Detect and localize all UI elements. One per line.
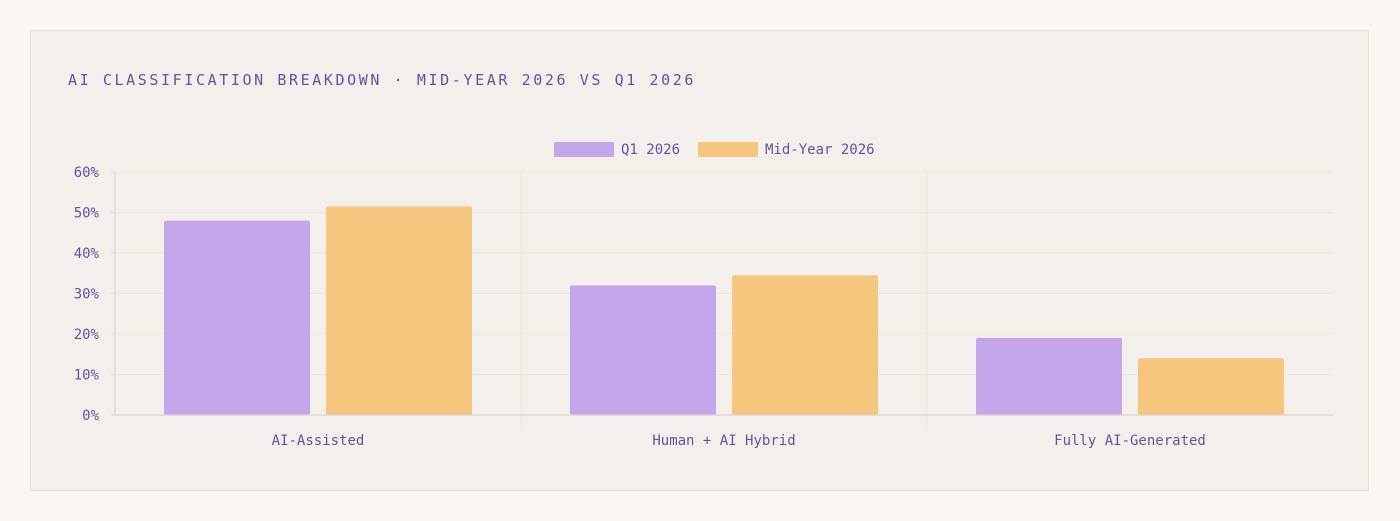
grid-lines xyxy=(115,171,1333,427)
legend: Q1 2026 Mid-Year 2026 xyxy=(554,142,875,158)
bar xyxy=(1138,358,1284,415)
bar xyxy=(326,206,472,415)
bar xyxy=(732,275,878,415)
legend-label: Q1 2026 xyxy=(621,142,680,158)
y-tick-label: 30% xyxy=(74,287,100,303)
chart-title: AI CLASSIFICATION BREAKDOWN · MID-YEAR 2… xyxy=(68,71,697,89)
x-tick-label: Human + AI Hybrid xyxy=(652,433,795,449)
y-tick-label: 50% xyxy=(74,206,100,222)
y-tick-label: 0% xyxy=(82,408,99,424)
y-tick-label: 40% xyxy=(74,246,100,262)
bar xyxy=(164,220,310,415)
legend-swatch xyxy=(698,142,758,157)
x-axis-ticks: AI-Assisted Human + AI Hybrid Fully AI-Gen… xyxy=(272,433,1206,449)
x-tick-label: AI-Assisted xyxy=(272,433,365,449)
bar xyxy=(976,338,1122,415)
bar xyxy=(570,285,716,415)
legend-label: Mid-Year 2026 xyxy=(765,142,875,158)
legend-swatch xyxy=(554,142,614,157)
y-tick-label: 60% xyxy=(74,165,100,181)
y-axis-ticks: 0% 10% 20% 30% 40% 50% 60% xyxy=(74,165,100,424)
bars xyxy=(164,206,1284,415)
y-tick-label: 20% xyxy=(74,327,100,343)
y-tick-label: 10% xyxy=(74,368,100,384)
axes xyxy=(111,171,1333,416)
x-tick-label: Fully AI-Generated xyxy=(1054,433,1206,449)
